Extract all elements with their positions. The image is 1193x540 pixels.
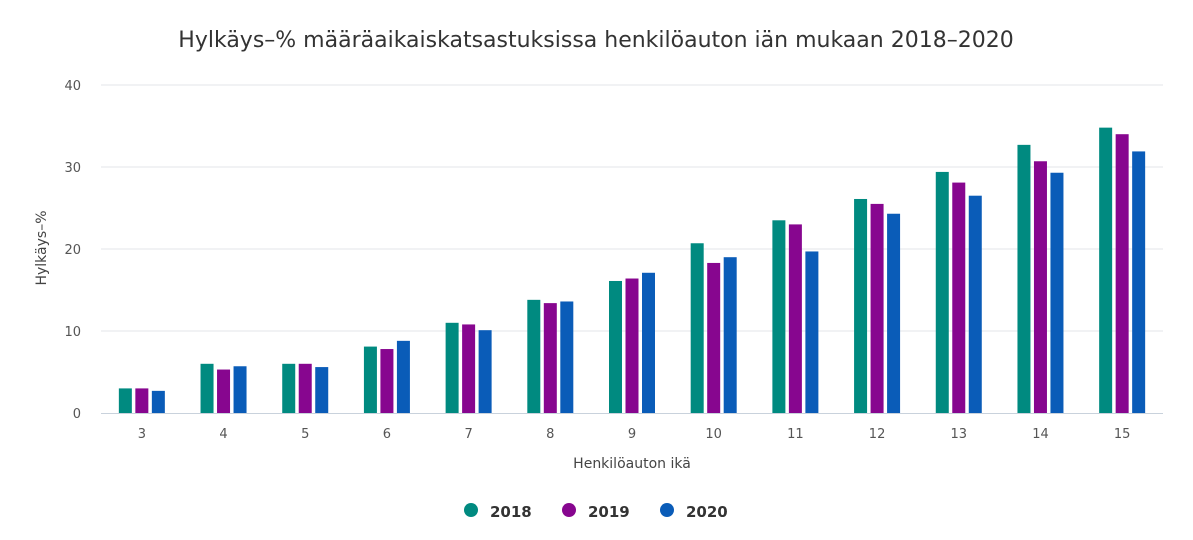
bar-2020-age-13[interactable] — [968, 195, 982, 413]
x-axis-ticks: 3 4 5 6 7 8 9 10 11 12 13 14 15 — [138, 427, 1131, 442]
bar-2019-age-14[interactable] — [1033, 161, 1047, 413]
y-tick-label: 0 — [73, 407, 81, 422]
x-tick-label: 10 — [705, 427, 722, 442]
bar-2020-age-4[interactable] — [233, 366, 247, 413]
y-tick-label: 30 — [64, 161, 81, 176]
bar-2019-age-5[interactable] — [298, 363, 312, 413]
x-tick-label: 3 — [138, 427, 146, 442]
bar-2020-age-5[interactable] — [315, 367, 329, 413]
y-axis-ticks: 0 10 20 30 40 — [64, 79, 81, 422]
bar-2018-age-4[interactable] — [200, 363, 214, 413]
x-tick-label: 13 — [950, 427, 967, 442]
bars — [118, 127, 1146, 414]
y-axis-label: Hylkäys–% — [34, 210, 50, 285]
x-tick-label: 11 — [787, 427, 804, 442]
legend: 2018 2019 2020 — [464, 503, 728, 521]
y-tick-label: 40 — [64, 79, 81, 94]
bar-2020-age-7[interactable] — [478, 330, 492, 413]
chart-title: Hylkäys–% määräaikaiskatsastuksissa henk… — [178, 28, 1013, 53]
y-tick-label: 20 — [64, 243, 81, 258]
bar-2019-age-3[interactable] — [135, 388, 149, 413]
x-tick-label: 8 — [546, 427, 554, 442]
y-tick-label: 10 — [64, 325, 81, 340]
bar-2018-age-14[interactable] — [1017, 144, 1031, 414]
bar-2018-age-10[interactable] — [690, 243, 704, 413]
x-axis-label: Henkilöauton ikä — [573, 456, 691, 472]
bar-2019-age-13[interactable] — [952, 182, 966, 413]
bar-2018-age-9[interactable] — [609, 280, 622, 413]
bar-2018-age-12[interactable] — [854, 198, 868, 413]
x-tick-label: 5 — [301, 427, 309, 442]
x-tick-label: 9 — [628, 427, 636, 442]
bar-2020-age-14[interactable] — [1050, 172, 1064, 413]
legend-label-2018[interactable]: 2018 — [490, 503, 532, 521]
bar-2018-age-7[interactable] — [445, 322, 459, 413]
bar-2018-age-8[interactable] — [527, 299, 541, 413]
x-tick-label: 14 — [1032, 427, 1049, 442]
x-tick-label: 6 — [383, 427, 391, 442]
bar-2019-age-8[interactable] — [543, 303, 557, 413]
bar-2019-age-12[interactable] — [870, 203, 884, 413]
x-tick-label: 4 — [219, 427, 227, 442]
bar-2019-age-15[interactable] — [1115, 134, 1129, 413]
bar-2019-age-9[interactable] — [625, 278, 639, 413]
bar-2018-age-15[interactable] — [1099, 127, 1113, 413]
bar-2018-age-11[interactable] — [772, 220, 786, 413]
bar-2018-age-5[interactable] — [282, 363, 296, 413]
bar-2020-age-6[interactable] — [396, 340, 410, 413]
x-tick-label: 7 — [464, 427, 472, 442]
bar-2020-age-3[interactable] — [151, 390, 165, 413]
bar-2020-age-15[interactable] — [1132, 151, 1146, 414]
legend-marker-2019[interactable] — [562, 503, 576, 517]
bar-2020-age-11[interactable] — [805, 251, 819, 413]
x-tick-label: 15 — [1114, 427, 1131, 442]
x-tick-label: 12 — [869, 427, 886, 442]
bar-2020-age-12[interactable] — [887, 213, 901, 413]
bar-2020-age-8[interactable] — [560, 301, 574, 413]
bar-2019-age-7[interactable] — [462, 324, 476, 413]
bar-2019-age-10[interactable] — [707, 262, 721, 413]
bar-2019-age-11[interactable] — [788, 224, 802, 413]
bar-2018-age-13[interactable] — [935, 171, 949, 413]
legend-marker-2018[interactable] — [464, 503, 478, 517]
bar-2020-age-10[interactable] — [723, 257, 737, 413]
legend-label-2019[interactable]: 2019 — [588, 503, 630, 521]
bar-2019-age-6[interactable] — [380, 349, 394, 413]
bar-2019-age-4[interactable] — [217, 369, 231, 413]
bar-2018-age-3[interactable] — [118, 388, 132, 413]
legend-marker-2020[interactable] — [660, 503, 674, 517]
bar-2020-age-9[interactable] — [642, 272, 655, 413]
bar-2018-age-6[interactable] — [363, 346, 377, 413]
legend-label-2020[interactable]: 2020 — [686, 503, 728, 521]
